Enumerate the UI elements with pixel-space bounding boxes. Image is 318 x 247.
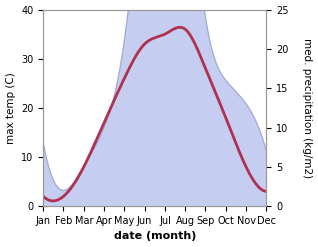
Y-axis label: med. precipitation (kg/m2): med. precipitation (kg/m2) xyxy=(302,38,313,178)
Y-axis label: max temp (C): max temp (C) xyxy=(5,72,16,144)
X-axis label: date (month): date (month) xyxy=(114,231,196,242)
